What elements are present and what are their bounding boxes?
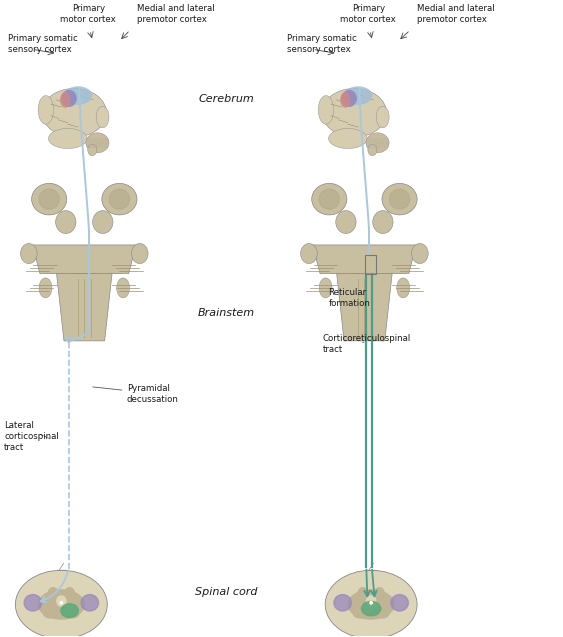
Ellipse shape <box>93 211 113 234</box>
Text: Lateral
corticospinal
tract: Lateral corticospinal tract <box>4 421 59 452</box>
Ellipse shape <box>39 278 52 298</box>
Ellipse shape <box>325 570 417 637</box>
Polygon shape <box>33 245 136 273</box>
Ellipse shape <box>65 588 75 601</box>
Ellipse shape <box>353 608 366 618</box>
Ellipse shape <box>382 183 417 215</box>
Text: Primary somatic
sensory cortex: Primary somatic sensory cortex <box>287 34 357 54</box>
Ellipse shape <box>341 90 357 107</box>
Ellipse shape <box>319 189 339 209</box>
Ellipse shape <box>361 601 381 616</box>
Ellipse shape <box>48 129 87 148</box>
Ellipse shape <box>319 278 332 298</box>
Ellipse shape <box>60 92 70 108</box>
Ellipse shape <box>312 183 347 215</box>
Bar <box>365 255 376 273</box>
Ellipse shape <box>397 278 410 298</box>
Text: Spinal cord: Spinal cord <box>195 587 258 597</box>
Ellipse shape <box>88 144 97 155</box>
Ellipse shape <box>39 189 59 209</box>
Ellipse shape <box>61 604 78 617</box>
Ellipse shape <box>60 601 62 604</box>
Ellipse shape <box>322 89 387 137</box>
Ellipse shape <box>340 92 350 108</box>
Ellipse shape <box>334 594 351 611</box>
Ellipse shape <box>376 106 389 128</box>
Ellipse shape <box>64 86 92 105</box>
Text: Corticoreticulospinal
tract: Corticoreticulospinal tract <box>323 334 410 354</box>
Ellipse shape <box>56 211 76 234</box>
Ellipse shape <box>96 106 109 128</box>
Ellipse shape <box>344 86 372 105</box>
Text: Medial and lateral
premotor cortex: Medial and lateral premotor cortex <box>137 4 215 24</box>
Ellipse shape <box>329 129 367 148</box>
Ellipse shape <box>61 90 77 107</box>
Ellipse shape <box>102 183 137 215</box>
Ellipse shape <box>81 594 99 611</box>
Ellipse shape <box>48 588 58 601</box>
Ellipse shape <box>366 132 389 153</box>
Ellipse shape <box>370 601 372 604</box>
Polygon shape <box>337 273 392 341</box>
Ellipse shape <box>301 243 318 264</box>
Ellipse shape <box>117 278 129 298</box>
Text: Medial and lateral
premotor cortex: Medial and lateral premotor cortex <box>417 4 495 24</box>
Ellipse shape <box>358 588 368 601</box>
Ellipse shape <box>368 144 377 155</box>
Ellipse shape <box>376 608 389 618</box>
Text: Reticular
formation: Reticular formation <box>329 287 370 308</box>
Ellipse shape <box>15 570 108 637</box>
Text: Cerebrum: Cerebrum <box>199 94 254 104</box>
Ellipse shape <box>412 243 428 264</box>
Polygon shape <box>56 273 112 341</box>
Text: Primary
motor cortex: Primary motor cortex <box>60 4 116 24</box>
Ellipse shape <box>42 89 106 137</box>
Ellipse shape <box>336 211 356 234</box>
Ellipse shape <box>318 96 334 124</box>
Text: Primary
motor cortex: Primary motor cortex <box>341 4 396 24</box>
Ellipse shape <box>374 588 385 601</box>
Ellipse shape <box>373 211 393 234</box>
Ellipse shape <box>32 183 67 215</box>
Ellipse shape <box>86 132 109 153</box>
Ellipse shape <box>390 189 410 209</box>
Ellipse shape <box>348 590 394 619</box>
Text: Primary somatic
sensory cortex: Primary somatic sensory cortex <box>8 34 78 54</box>
Ellipse shape <box>24 594 42 611</box>
Text: Brainstem: Brainstem <box>198 308 255 318</box>
Ellipse shape <box>109 189 129 209</box>
Ellipse shape <box>38 96 53 124</box>
Ellipse shape <box>367 596 376 606</box>
Text: Pyramidal
decussation: Pyramidal decussation <box>127 384 179 404</box>
Ellipse shape <box>131 243 148 264</box>
Ellipse shape <box>20 243 37 264</box>
Ellipse shape <box>38 590 84 619</box>
Ellipse shape <box>43 608 56 618</box>
Ellipse shape <box>391 594 408 611</box>
Polygon shape <box>312 245 416 273</box>
Ellipse shape <box>57 596 66 606</box>
Ellipse shape <box>66 608 79 618</box>
